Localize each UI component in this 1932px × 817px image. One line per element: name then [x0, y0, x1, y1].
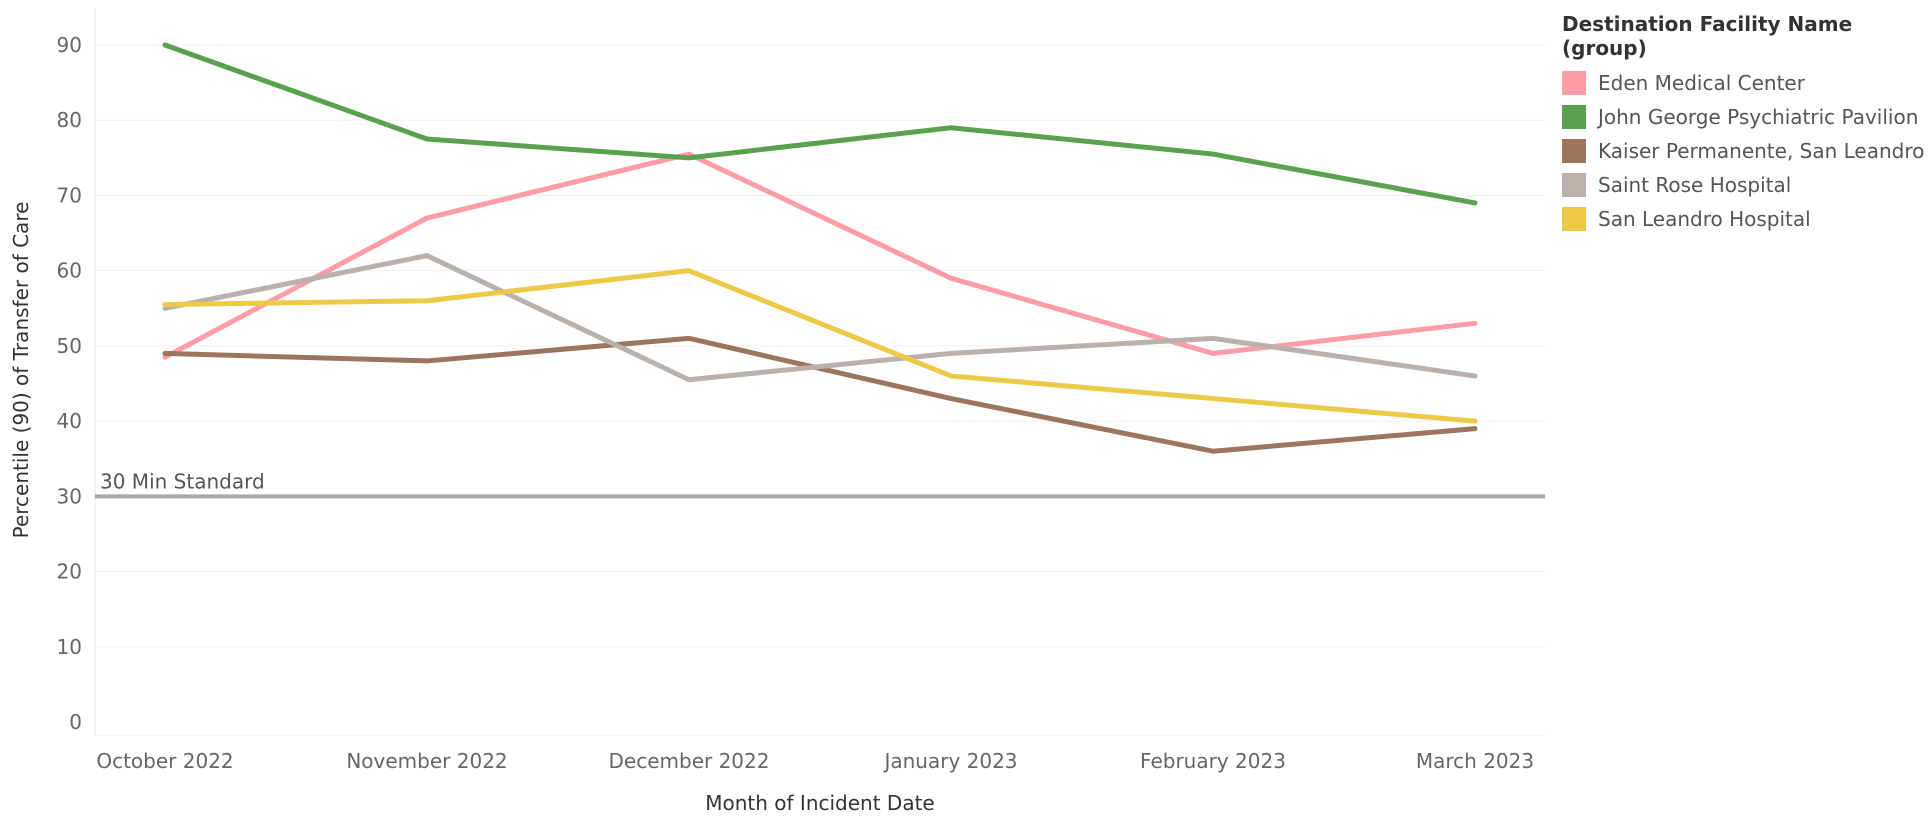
- legend-item-san-leandro-hospital: San Leandro Hospital: [1562, 202, 1932, 236]
- y-tick-label: 50: [57, 334, 82, 358]
- reference-line-group: 30 Min Standard: [95, 469, 1545, 499]
- series-line-john-george-psychiatric-pavilion: [162, 42, 1478, 206]
- series-lines: [162, 42, 1478, 454]
- x-tick-label: February 2023: [1140, 749, 1286, 773]
- x-tick-label: December 2022: [609, 749, 770, 773]
- x-tick-label: October 2022: [96, 749, 233, 773]
- legend-swatch: [1562, 139, 1586, 163]
- y-tick-label: 30: [57, 484, 82, 508]
- y-tick-label: 60: [57, 259, 82, 283]
- legend-swatch: [1562, 71, 1586, 95]
- x-tick-label: January 2023: [882, 749, 1017, 773]
- series-line-kaiser-permanente-san-leandro: [162, 335, 1478, 454]
- y-tick-label: 0: [69, 710, 82, 734]
- legend-swatch: [1562, 105, 1586, 129]
- legend-items: Eden Medical Center John George Psychiatr…: [1562, 66, 1932, 236]
- legend-label: San Leandro Hospital: [1598, 207, 1811, 231]
- x-tick-label: November 2022: [346, 749, 507, 773]
- y-tick-label: 90: [57, 33, 82, 57]
- y-tick-label: 40: [57, 409, 82, 433]
- reference-line-label: 30 Min Standard: [100, 469, 265, 493]
- legend-label: Eden Medical Center: [1598, 71, 1805, 95]
- legend-item-kaiser-permanente-san-leandro: Kaiser Permanente, San Leandro: [1562, 134, 1932, 168]
- series-line-san-leandro-hospital: [162, 268, 1478, 424]
- legend-title: Destination Facility Name (group): [1562, 12, 1853, 60]
- x-axis-title: Month of Incident Date: [705, 791, 934, 815]
- y-tick-label: 80: [57, 108, 82, 132]
- x-axis-ticks: October 2022 November 2022 December 2022 Ja…: [96, 749, 1534, 773]
- legend-label: Kaiser Permanente, San Leandro: [1598, 139, 1925, 163]
- legend-swatch: [1562, 173, 1586, 197]
- series-line-eden-medical-center: [162, 151, 1478, 360]
- legend-label: Saint Rose Hospital: [1598, 173, 1792, 197]
- legend: Destination Facility Name (group) Eden M…: [1562, 12, 1932, 236]
- x-tick-label: March 2023: [1416, 749, 1534, 773]
- gridlines: [94, 8, 1545, 736]
- y-tick-label: 10: [57, 635, 82, 659]
- y-axis-ticks: 0 10 20 30 40 50 60 70 80 90: [57, 33, 82, 734]
- line-chart: 30 Min Standard 0 10 20 30 40 50 60 70 80 90 Octo…: [9, 8, 1545, 815]
- series-line-saint-rose-hospital: [162, 253, 1478, 383]
- legend-item-saint-rose-hospital: Saint Rose Hospital: [1562, 168, 1932, 202]
- legend-label: John George Psychiatric Pavilion: [1598, 105, 1919, 129]
- y-axis-title: Percentile (90) of Transfer of Care: [9, 202, 33, 539]
- y-tick-label: 70: [57, 183, 82, 207]
- legend-item-eden-medical-center: Eden Medical Center: [1562, 66, 1932, 100]
- y-tick-label: 20: [57, 560, 82, 584]
- legend-swatch: [1562, 207, 1586, 231]
- legend-item-john-george-psychiatric-pavilion: John George Psychiatric Pavilion: [1562, 100, 1932, 134]
